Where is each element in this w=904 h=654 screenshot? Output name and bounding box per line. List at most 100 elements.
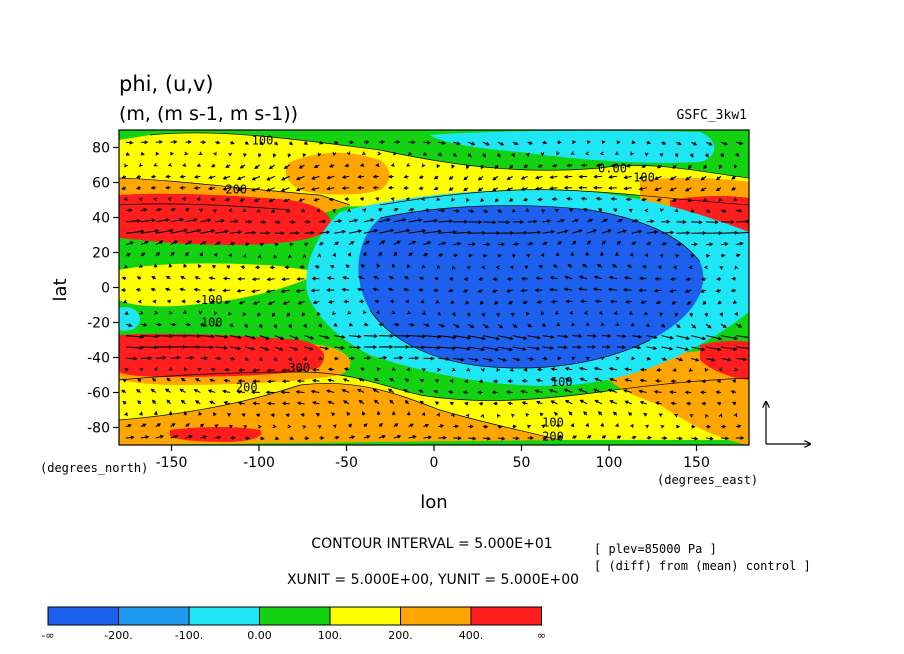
- wind-vector-head: [397, 434, 402, 439]
- wind-vector-head: [594, 299, 599, 304]
- wind-vector-head: [550, 378, 555, 382]
- wind-vector-head: [311, 276, 316, 281]
- wind-vector-head: [644, 208, 649, 213]
- wind-vector-head: [231, 435, 236, 440]
- wind-vector-head: [412, 435, 417, 439]
- wind-vector: [230, 220, 238, 223]
- wind-vector-head: [350, 140, 355, 145]
- wind-vector: [735, 346, 749, 350]
- x-tick-label: 0: [430, 455, 439, 471]
- wind-vector-head: [391, 410, 396, 415]
- wind-vector-head: [718, 165, 723, 170]
- wind-vector-head: [167, 197, 172, 202]
- wind-vector-head: [674, 208, 679, 213]
- wind-vector-head: [554, 310, 559, 315]
- contour-label: 100: [201, 293, 223, 307]
- wind-vector-head: [208, 276, 213, 281]
- wind-vector: [296, 391, 305, 394]
- wind-vector-head: [509, 336, 514, 341]
- wind-vector-head: [462, 390, 467, 395]
- wind-vector-head: [643, 412, 648, 417]
- wind-vector-head: [403, 389, 408, 393]
- wind-vector-head: [372, 287, 377, 292]
- wind-vector: [312, 175, 320, 180]
- colorbar-swatch: [470, 606, 542, 626]
- colorbar-swatch: [400, 606, 472, 626]
- wind-vector-head: [600, 322, 605, 326]
- wind-vector: [593, 388, 603, 394]
- wind-vector-head: [474, 357, 480, 362]
- wind-vector-head: [615, 322, 620, 326]
- wind-vector-head: [685, 401, 691, 406]
- wind-vector-head: [305, 436, 310, 441]
- wind-vector: [363, 229, 378, 234]
- wind-vector-head: [619, 218, 624, 223]
- wind-vector-head: [734, 312, 739, 317]
- blue-tropics: [358, 205, 704, 369]
- wind-vector: [631, 230, 642, 234]
- wind-vector-head: [260, 242, 265, 247]
- wind-vector-head: [555, 423, 560, 428]
- wind-vector-head: [388, 276, 393, 280]
- wind-vector-head: [251, 335, 256, 340]
- wind-vector-head: [454, 424, 460, 429]
- wind-vector-head: [364, 322, 369, 327]
- wind-vector: [185, 218, 197, 223]
- wind-vector: [327, 187, 335, 190]
- wind-vector-head: [739, 241, 744, 246]
- wind-vector: [237, 175, 246, 180]
- wind-vector-head: [516, 357, 521, 362]
- wind-vector-head: [608, 275, 613, 280]
- contour-interval-text: CONTOUR INTERVAL = 5.000E+01: [311, 536, 552, 552]
- wind-vector-head: [302, 425, 307, 429]
- wind-vector-head: [143, 322, 148, 327]
- wind-vector-head: [448, 176, 453, 180]
- wind-vector-head: [711, 357, 716, 362]
- wind-vector-head: [257, 153, 262, 158]
- wind-vector-head: [153, 410, 158, 416]
- wind-vector-head: [151, 218, 156, 223]
- wind-vector-head: [425, 323, 430, 327]
- wind-vector-head: [287, 424, 292, 429]
- wind-vector-head: [165, 185, 170, 190]
- wind-vector-head: [193, 218, 198, 222]
- wind-vector-head: [547, 219, 552, 223]
- wind-vector-head: [362, 310, 367, 315]
- wind-vector-head: [212, 209, 217, 213]
- wind-vector-head: [438, 152, 443, 157]
- wind-vector-head: [582, 263, 587, 268]
- wind-vector: [579, 288, 588, 291]
- wind-vector: [334, 230, 346, 234]
- wind-vector-head: [477, 289, 482, 293]
- wind-vector-head: [403, 287, 408, 292]
- wind-vector-head: [672, 165, 677, 170]
- wind-vector-head: [521, 378, 526, 383]
- wind-vector-head: [210, 345, 215, 350]
- wind-vector-head: [704, 367, 709, 372]
- wind-vector: [296, 289, 305, 292]
- wind-vector-head: [341, 287, 346, 292]
- wind-vector-head: [656, 197, 661, 202]
- wind-vector-head: [480, 198, 485, 203]
- wind-vector-head: [358, 378, 363, 382]
- wind-vector-head: [245, 141, 250, 145]
- wind-vector: [527, 346, 540, 350]
- wind-vector-head: [492, 176, 497, 181]
- wind-vector-head: [361, 263, 365, 268]
- wind-vector-head: [629, 252, 634, 257]
- wind-vector-head: [693, 242, 698, 247]
- wind-vector-head: [137, 400, 142, 405]
- wind-vector-head: [451, 164, 455, 169]
- wind-vector-head: [378, 251, 382, 256]
- wind-vector-head: [609, 377, 614, 382]
- wind-vector-head: [216, 140, 221, 145]
- wind-vector-head: [182, 310, 187, 314]
- wind-vector-head: [251, 176, 256, 181]
- wind-vector-head: [302, 253, 307, 258]
- wind-vector-head: [136, 276, 141, 280]
- wind-vector-head: [611, 264, 616, 268]
- wind-vector-head: [610, 197, 615, 201]
- wind-vector-head: [222, 288, 227, 293]
- wind-vector-head: [544, 435, 549, 440]
- wind-vector-head: [289, 242, 294, 247]
